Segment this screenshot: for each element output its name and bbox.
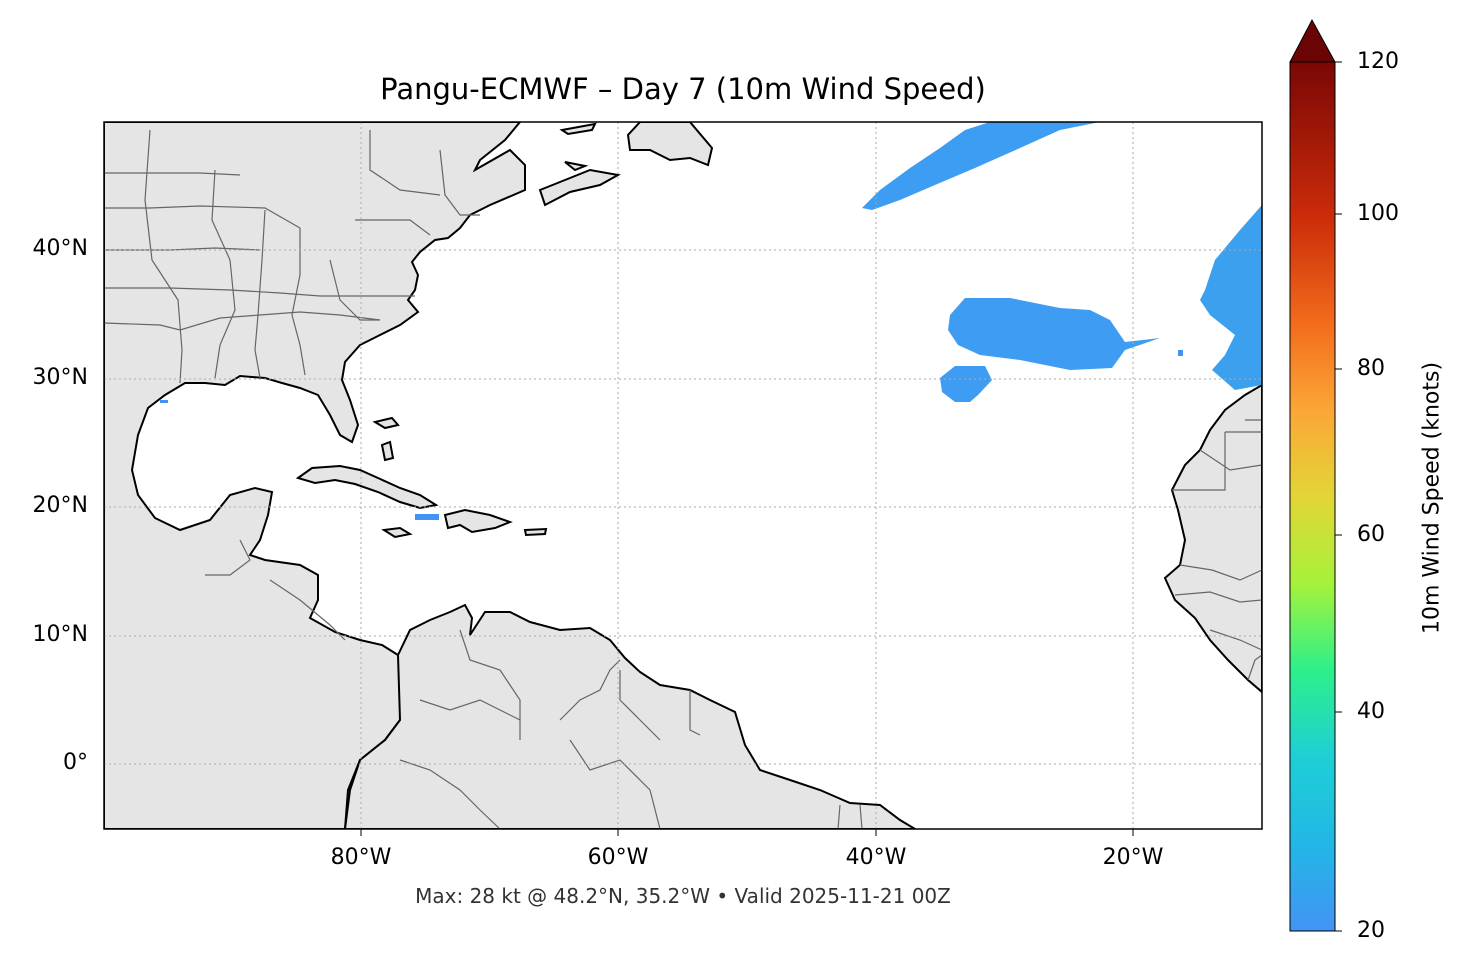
map-frame bbox=[103, 121, 1263, 830]
wind-patch-central-atlantic bbox=[948, 298, 1160, 370]
axis-ticks bbox=[360, 829, 1134, 836]
nova-scotia-land bbox=[538, 168, 621, 207]
lat-label-0: 0° bbox=[63, 750, 88, 775]
colorbar-tick-20: 20 bbox=[1357, 918, 1385, 943]
africa-land bbox=[1163, 383, 1262, 694]
lon-label-20w: 20°W bbox=[1102, 845, 1164, 870]
cuba-island bbox=[295, 464, 439, 510]
wind-field bbox=[160, 122, 1262, 520]
pei-island bbox=[559, 122, 597, 172]
colorbar-extend-arrow bbox=[1289, 18, 1336, 63]
colorbar-tick-120: 120 bbox=[1357, 49, 1399, 74]
lon-label-60w: 60°W bbox=[587, 845, 649, 870]
lat-label-40n: 40°N bbox=[32, 236, 88, 261]
colorbar-tick-80: 80 bbox=[1357, 356, 1385, 381]
lat-label-20n: 20°N bbox=[32, 493, 88, 518]
wind-patch-canary bbox=[1200, 205, 1262, 390]
colorbar-ticks bbox=[1335, 61, 1342, 932]
lat-label-10n: 10°N bbox=[32, 622, 88, 647]
colorbar bbox=[1289, 61, 1336, 932]
newfoundland-land bbox=[626, 122, 714, 167]
colorbar-tick-100: 100 bbox=[1357, 201, 1399, 226]
political-borders bbox=[104, 129, 1262, 829]
gridlines bbox=[104, 122, 1262, 829]
lat-label-30n: 30°N bbox=[32, 365, 88, 390]
colorbar-tick-60: 60 bbox=[1357, 522, 1385, 547]
jamaica-island bbox=[381, 526, 413, 539]
lon-label-40w: 40°W bbox=[845, 845, 907, 870]
puerto-rico-island bbox=[523, 527, 548, 537]
bahamas-island bbox=[372, 416, 400, 462]
max-wind-caption: Max: 28 kt @ 48.2°N, 35.2°W • Valid 2025… bbox=[415, 884, 951, 908]
wind-patch-azores bbox=[940, 366, 992, 402]
hispaniola-island bbox=[443, 508, 513, 534]
map-title: Pangu-ECMWF – Day 7 (10m Wind Speed) bbox=[380, 72, 986, 106]
colorbar-label: 10m Wind Speed (knots) bbox=[1419, 361, 1445, 635]
colorbar-tick-40: 40 bbox=[1357, 699, 1385, 724]
lon-label-80w: 80°W bbox=[330, 845, 392, 870]
wind-patch-north-atlantic-jet bbox=[862, 122, 1100, 210]
